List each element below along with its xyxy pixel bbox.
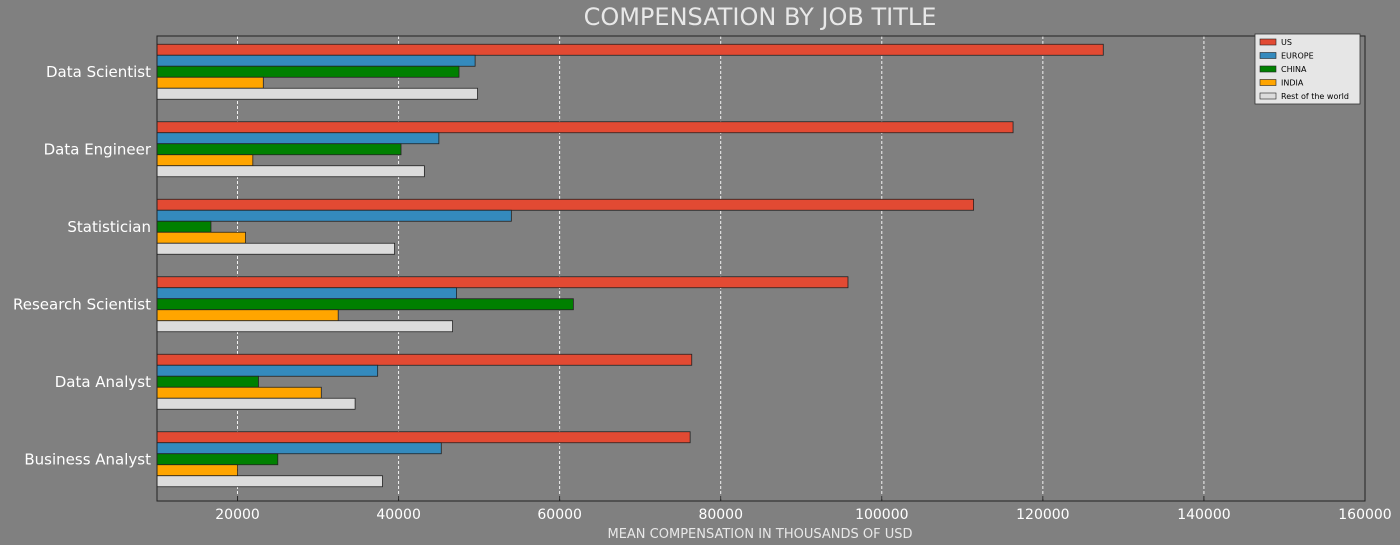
bar-5-2 xyxy=(156,453,279,466)
legend-swatch-2 xyxy=(1259,65,1277,73)
y-tick-label-2: Statistician xyxy=(67,218,151,236)
bar-5-1 xyxy=(156,442,442,455)
bar-2-0 xyxy=(156,198,975,211)
plot-area xyxy=(157,36,1365,501)
bar-4-2 xyxy=(156,375,259,388)
legend-swatch-1 xyxy=(1259,52,1277,59)
bar-2-2 xyxy=(156,220,212,233)
bar-2-4 xyxy=(156,242,395,255)
bar-0-0 xyxy=(156,43,1104,56)
bar-2-3 xyxy=(156,231,246,244)
x-axis-label: MEAN COMPENSATION IN THOUSANDS OF USD xyxy=(607,527,912,542)
y-tick-label-4: Data Analyst xyxy=(55,373,151,391)
bar-3-0 xyxy=(156,276,849,289)
x-tick-label-4: 100000 xyxy=(855,507,908,523)
x-tick-label-3: 80000 xyxy=(698,507,743,523)
bar-1-3 xyxy=(156,154,254,167)
y-tick-label-5: Business Analyst xyxy=(24,450,151,468)
bar-4-4 xyxy=(156,397,356,410)
bar-4-3 xyxy=(156,386,322,399)
y-tick-label-1: Data Engineer xyxy=(44,140,152,158)
chart-title: COMPENSATION BY JOB TITLE xyxy=(584,3,937,31)
plot-frame xyxy=(156,35,1366,502)
x-tick-label-1: 40000 xyxy=(376,507,421,523)
legend-swatch-4 xyxy=(1259,92,1277,100)
x-tick-label-2: 60000 xyxy=(537,507,582,523)
legend-label-1: EUROPE xyxy=(1281,52,1314,61)
bar-2-1 xyxy=(156,209,512,222)
bar-3-3 xyxy=(156,309,339,322)
bar-5-3 xyxy=(156,464,238,477)
legend-label-3: INDIA xyxy=(1281,79,1304,88)
bar-0-1 xyxy=(156,54,476,67)
legend-swatch-3 xyxy=(1259,79,1277,86)
bar-1-4 xyxy=(156,165,425,178)
y-tick-label-0: Data Scientist xyxy=(46,63,151,81)
bar-5-4 xyxy=(156,475,383,488)
x-tick-label-0: 20000 xyxy=(215,507,260,523)
legend-label-0: US xyxy=(1281,38,1292,47)
bar-4-1 xyxy=(156,364,379,377)
x-tick-label-6: 140000 xyxy=(1177,507,1230,523)
legend-label-2: CHINA xyxy=(1281,65,1307,74)
bar-0-4 xyxy=(156,87,478,100)
bar-0-2 xyxy=(156,65,460,78)
x-tick-label-7: 160000 xyxy=(1338,507,1391,523)
bar-1-0 xyxy=(156,121,1014,134)
x-tick-label-5: 120000 xyxy=(1016,507,1069,523)
legend-swatch-0 xyxy=(1259,38,1277,46)
bar-5-0 xyxy=(156,431,691,444)
y-tick-label-3: Research Scientist xyxy=(13,295,151,313)
bar-0-3 xyxy=(156,76,264,89)
legend-label-4: Rest of the world xyxy=(1281,92,1349,101)
bar-1-2 xyxy=(156,143,402,156)
bar-1-1 xyxy=(156,132,440,145)
bar-3-1 xyxy=(156,287,457,300)
bar-3-4 xyxy=(156,320,453,333)
bar-3-2 xyxy=(156,298,574,311)
bar-4-0 xyxy=(156,353,693,366)
